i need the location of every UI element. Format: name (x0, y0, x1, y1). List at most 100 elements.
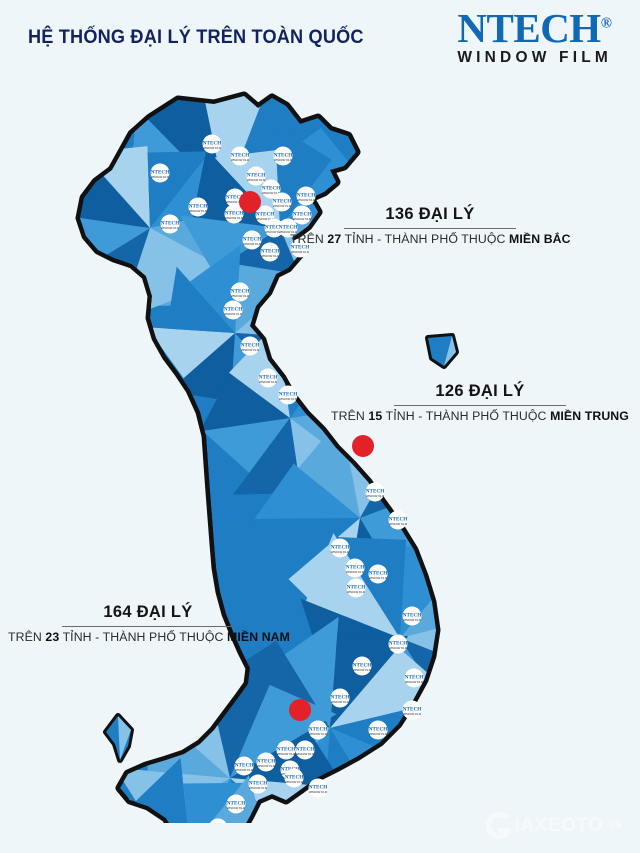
dealer-badge-circle (368, 720, 388, 740)
dealer-badge-sublabel: WINDOW FILM (226, 200, 244, 204)
city-marker-ho-chi-minh[interactable] (289, 699, 311, 721)
dealer-badge-circle (242, 230, 262, 250)
dealer-badge-label: NTECH (243, 237, 261, 243)
dealer-badge-sublabel: WINDOW FILM (366, 494, 384, 498)
divider-north (344, 228, 516, 229)
dealer-badge-sublabel: WINDOW FILM (353, 668, 371, 672)
region-name-central: MIỀN TRUNG (550, 409, 629, 423)
dealer-badge-label: NTECH (247, 173, 265, 179)
dealer-badge-sublabel: WINDOW FILM (161, 226, 179, 230)
dealer-badge-circle (209, 818, 227, 823)
region-sub-middle-central: TỈNH - THÀNH PHỐ THUỘC (382, 409, 551, 423)
dealer-badge-sublabel: WINDOW FILM (247, 178, 265, 182)
dealer-badge-circle (292, 205, 312, 225)
dealer-badge-label: NTECH (259, 375, 277, 381)
map-facet (360, 418, 436, 518)
dealer-badge-label: NTECH (293, 212, 311, 218)
dealer-badge-label: NTECH (309, 785, 327, 791)
dealer-badge-label: NTECH (403, 613, 421, 619)
map-facet (190, 775, 267, 823)
dealer-badge-circle (260, 242, 280, 262)
dealer-badge-circle (308, 778, 328, 798)
map-facet (134, 758, 190, 823)
dealer-badge-sublabel: WINDOW FILM (265, 230, 283, 234)
dealer-badge-circle (308, 720, 328, 740)
dealer-badge-circle (295, 740, 315, 760)
city-marker-ha-noi[interactable] (239, 191, 261, 213)
dealer-badge-sublabel: WINDOW FILM (331, 550, 349, 554)
region-count-central: 126 ĐẠI LÝ (435, 382, 525, 400)
vietnam-dealer-map[interactable]: NTECH WINDOW FILM NTECH WINDOW FILM NTECH WIN… (0, 78, 470, 823)
dealer-badge-circle (261, 179, 281, 199)
dealer-badge-sublabel: WINDOW FILM (243, 242, 261, 246)
dealer-badge-label: NTECH (274, 153, 292, 159)
map-facet (330, 728, 436, 816)
dealer-badge-label: NTECH (261, 249, 279, 255)
region-name-north: MIỀN BẮC (509, 232, 571, 246)
dealer-badge-circle (404, 668, 424, 688)
dealer-badge-label: NTECH (249, 781, 267, 787)
dealer-badge-sublabel: WINDOW FILM (403, 712, 421, 716)
dealer-badge-sublabel: WINDOW FILM (203, 146, 221, 150)
dealer-badge-circle (240, 336, 260, 356)
dealer-badge-sublabel: WINDOW FILM (293, 217, 311, 221)
dealer-badge-sublabel: WINDOW FILM (231, 158, 249, 162)
dealer-badge-sublabel: WINDOW FILM (405, 680, 423, 684)
region-sub-prefix-south: TRÊN (8, 630, 46, 644)
map-facet (400, 552, 436, 638)
dealer-badge-label: NTECH (291, 245, 309, 251)
city-marker-da-nang[interactable] (352, 435, 374, 457)
dealer-badge-sublabel: WINDOW FILM (189, 209, 207, 213)
map-facet (166, 266, 235, 333)
dealer-badge-circle (248, 774, 268, 794)
dealer-badge-circle (365, 482, 385, 502)
dealer-badge-circle (226, 794, 246, 814)
